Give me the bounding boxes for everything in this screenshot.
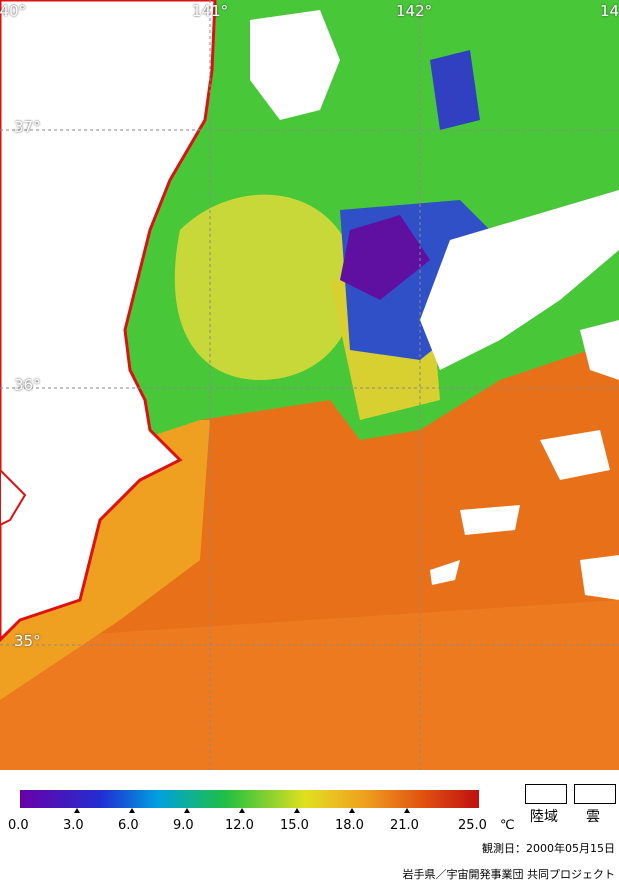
cloud-area: [430, 560, 460, 585]
colorbar-tick: [74, 808, 80, 813]
cloud-area: [420, 190, 619, 370]
coldest-water-patch: [340, 215, 430, 300]
cloud-key-swatch: [574, 784, 616, 804]
peninsula-land: [0, 468, 27, 527]
observation-date: 観測日：2000年05月15日: [482, 842, 615, 855]
colorbar-tick: [294, 808, 300, 813]
cloud-area: [580, 555, 619, 600]
southern-warm-region: [0, 600, 619, 770]
scale-label: 0.0: [8, 818, 29, 833]
scale-label: 6.0: [118, 818, 139, 833]
credit-text: 岩手県／宇宙開発事業団 共同プロジェクト: [402, 868, 616, 881]
colorbar-tick: [404, 808, 410, 813]
latitude-label: 37°: [14, 118, 41, 136]
scale-label: 25.0: [458, 818, 487, 833]
cloud-area: [540, 430, 610, 480]
scale-label: 21.0: [390, 818, 419, 833]
map-canvas: [0, 0, 619, 770]
colorbar-tick: [239, 808, 245, 813]
land-area: [0, 0, 217, 643]
land-key-label: 陸域: [530, 809, 558, 825]
colorbar-tick: [184, 808, 190, 813]
scale-label: 18.0: [335, 818, 364, 833]
scale-label: 3.0: [63, 818, 84, 833]
unit-label: ℃: [500, 818, 515, 833]
latitude-label: 36°: [14, 376, 41, 394]
longitude-label: 143°: [600, 2, 619, 20]
temperature-colorbar: [20, 790, 479, 808]
sea-surface-temperature-map: 140° 141° 142° 143° 37° 36° 35°: [0, 0, 619, 770]
longitude-label: 140°: [0, 2, 27, 20]
cloud-area: [250, 10, 340, 120]
longitude-label: 142°: [396, 2, 433, 20]
land-key-swatch: [525, 784, 567, 804]
legend: 0.0 3.0 6.0 9.0 12.0 15.0 18.0 21.0 25.0…: [0, 770, 619, 881]
latitude-label: 35°: [14, 632, 41, 650]
scale-label: 15.0: [280, 818, 309, 833]
colorbar-tick: [349, 808, 355, 813]
cloud-area: [460, 505, 520, 535]
cloud-key-label: 雲: [586, 809, 600, 825]
graticule: [0, 0, 619, 770]
scale-label: 12.0: [225, 818, 254, 833]
scale-label: 9.0: [173, 818, 194, 833]
eddy-region: [174, 194, 356, 380]
longitude-label: 141°: [192, 2, 229, 20]
colorbar-tick: [129, 808, 135, 813]
cloud-area: [580, 320, 619, 380]
cold-water-patch-north: [430, 50, 480, 130]
